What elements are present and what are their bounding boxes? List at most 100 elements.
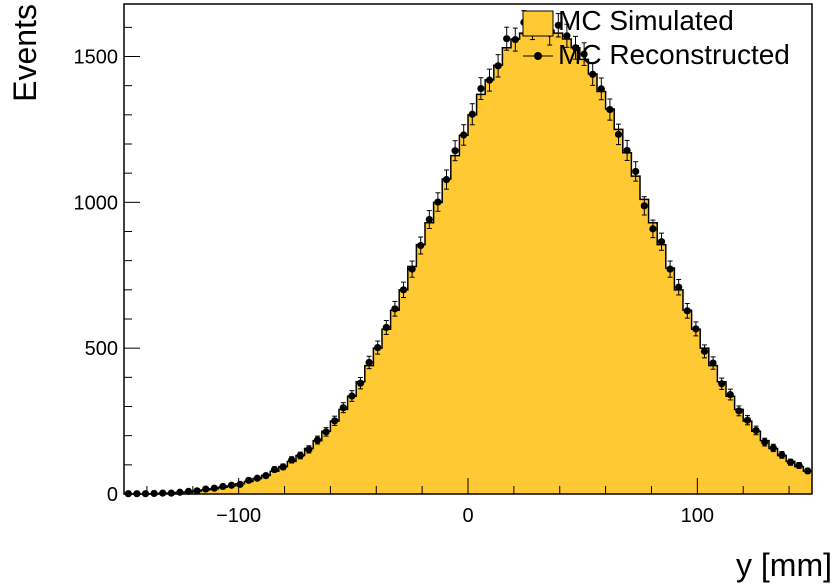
reco-point	[752, 425, 760, 436]
reco-marker	[176, 488, 184, 496]
reco-marker	[657, 238, 666, 246]
sim-bar	[579, 59, 589, 495]
reco-marker	[597, 85, 605, 93]
reco-point	[279, 463, 287, 471]
y-tick-label: 1000	[74, 192, 119, 214]
reco-point	[666, 260, 674, 278]
reco-point	[176, 488, 184, 496]
sim-bar	[235, 483, 245, 494]
reco-marker	[503, 35, 511, 43]
sim-bar	[622, 152, 632, 494]
reco-point	[270, 465, 279, 474]
sim-bar	[640, 199, 649, 494]
sim-bar	[786, 461, 796, 494]
sim-bar	[597, 91, 606, 494]
reco-marker	[666, 265, 674, 273]
reco-point	[657, 232, 666, 251]
reco-marker	[743, 416, 752, 424]
reco-point	[425, 210, 433, 229]
reco-point	[700, 344, 709, 359]
reco-marker	[804, 467, 812, 475]
reco-marker	[640, 202, 648, 210]
sim-bar	[726, 396, 735, 494]
sim-bar	[485, 79, 495, 494]
sim-bar	[278, 466, 288, 494]
sim-bar	[261, 475, 271, 494]
reco-marker	[726, 390, 734, 399]
reco-marker	[795, 461, 803, 470]
reco-marker	[356, 379, 365, 387]
sim-bar	[425, 222, 434, 494]
x-tick-label: 100	[681, 505, 714, 527]
sim-bar	[253, 478, 262, 494]
reco-point	[434, 192, 442, 212]
y-tick-label: 1500	[74, 47, 119, 69]
reco-point	[494, 54, 502, 78]
sim-bar	[493, 65, 503, 494]
legend-swatch-simulated	[522, 10, 554, 37]
sim-bar	[313, 440, 323, 494]
x-tick-label: −100	[216, 505, 261, 527]
reco-point	[580, 42, 588, 66]
reco-point	[589, 62, 597, 86]
reco-marker	[279, 463, 287, 471]
reco-point	[159, 489, 167, 497]
sim-bar	[554, 33, 563, 495]
reco-point	[743, 415, 752, 426]
reco-marker	[236, 480, 244, 488]
reco-point	[356, 376, 365, 390]
reco-marker	[425, 215, 433, 224]
reco-point	[769, 443, 777, 453]
reco-point	[804, 467, 812, 475]
reco-marker	[460, 131, 468, 139]
sim-bar	[382, 329, 391, 494]
legend-label-reconstructed: MC Reconstructed	[558, 39, 790, 70]
reco-point	[210, 484, 218, 492]
sim-bar	[304, 448, 314, 494]
reco-marker	[614, 130, 623, 138]
sim-bar	[442, 179, 452, 494]
reco-marker	[339, 404, 347, 412]
sim-bar	[545, 30, 555, 494]
reco-point	[374, 340, 382, 355]
reco-point	[778, 451, 786, 459]
reco-point	[614, 123, 623, 146]
reco-marker	[331, 417, 339, 425]
y-axis: 0 500 1000 1500	[74, 26, 140, 506]
reco-marker	[571, 44, 580, 52]
reco-marker	[451, 147, 459, 155]
sim-bar	[399, 289, 409, 494]
reco-point	[391, 300, 399, 317]
reco-point	[331, 415, 339, 426]
reco-marker	[683, 307, 691, 315]
reco-marker	[494, 62, 502, 70]
reco-marker	[288, 456, 296, 464]
reco-point	[735, 405, 743, 417]
reco-point	[477, 77, 485, 100]
reco-marker	[184, 487, 193, 495]
sim-bar	[614, 129, 624, 494]
sim-bar	[390, 310, 400, 494]
reco-marker	[193, 487, 201, 495]
reco-point	[408, 260, 416, 278]
sim-bar	[717, 381, 727, 494]
sim-bar	[416, 244, 426, 494]
reco-point	[167, 489, 175, 497]
reco-point	[236, 480, 244, 488]
reco-marker	[735, 407, 743, 415]
reco-marker	[219, 482, 227, 491]
reco-marker	[700, 347, 709, 355]
sim-bar	[373, 348, 383, 494]
reco-point	[417, 236, 425, 255]
reco-marker	[563, 32, 571, 40]
sim-bar	[803, 471, 813, 494]
reco-point	[322, 427, 330, 437]
reco-marker	[554, 21, 562, 29]
sim-bar	[691, 329, 701, 494]
reco-marker	[399, 286, 408, 294]
sim-bar	[734, 409, 744, 494]
reco-marker	[623, 146, 631, 155]
reco-marker	[511, 35, 519, 44]
reco-point	[296, 451, 304, 460]
